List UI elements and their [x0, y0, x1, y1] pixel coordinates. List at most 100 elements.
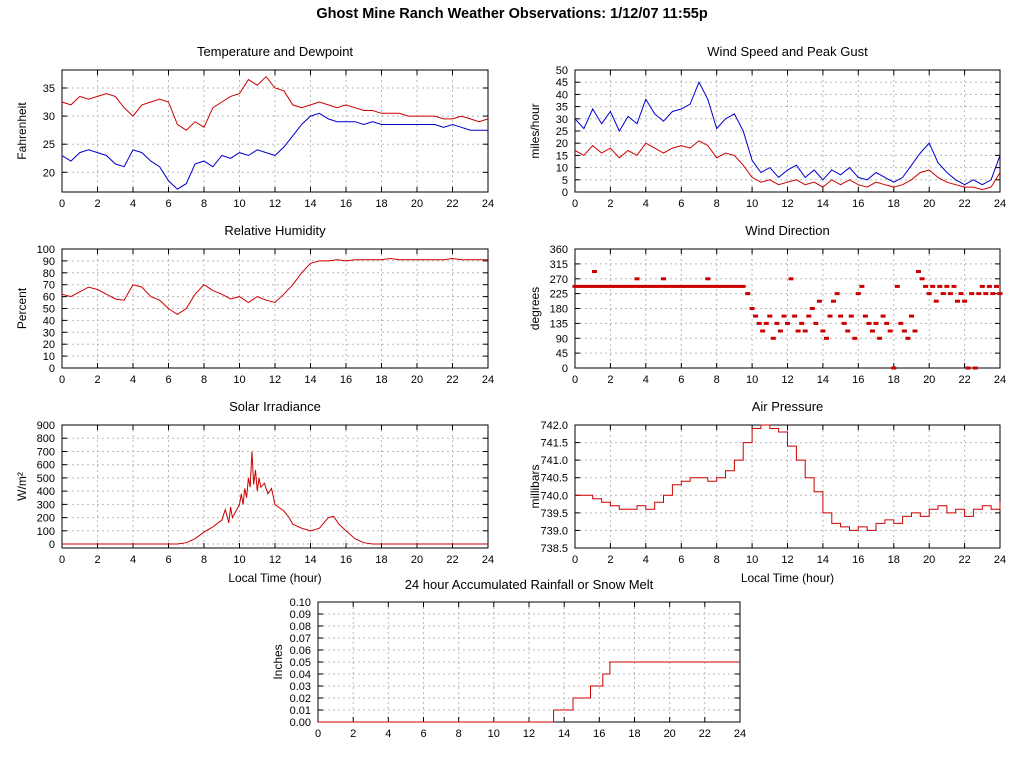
svg-text:135: 135	[550, 318, 568, 330]
svg-text:2: 2	[94, 374, 100, 386]
svg-text:12: 12	[269, 374, 281, 386]
svg-text:2: 2	[94, 554, 100, 566]
svg-text:500: 500	[37, 473, 55, 485]
svg-text:20: 20	[923, 198, 935, 210]
svg-text:Percent: Percent	[15, 287, 29, 329]
svg-text:14: 14	[558, 728, 570, 740]
svg-text:8: 8	[201, 554, 207, 566]
chart-solar-irradiance: 0 2 4 6 8 10 12 14 16 18 20 22 24 0 100 200 300 400 500 600…	[0, 396, 512, 591]
svg-text:0.08: 0.08	[290, 621, 311, 633]
svg-text:8: 8	[714, 198, 720, 210]
svg-text:225: 225	[550, 289, 568, 301]
svg-text:12: 12	[269, 198, 281, 210]
svg-text:Fahrenheit: Fahrenheit	[15, 102, 29, 160]
svg-text:0: 0	[59, 554, 65, 566]
svg-text:100: 100	[37, 244, 55, 256]
svg-text:0: 0	[59, 198, 65, 210]
svg-text:12: 12	[781, 374, 793, 386]
svg-text:22: 22	[446, 554, 458, 566]
chart-canvas: 0 2 4 6 8 10 12 14 16 18 20 22 24738.5739.0739.5740.…	[528, 399, 1006, 585]
svg-text:738.5: 738.5	[540, 543, 568, 555]
svg-text:60: 60	[43, 292, 55, 304]
svg-text:30: 30	[556, 114, 568, 126]
svg-text:2: 2	[94, 198, 100, 210]
svg-text:24: 24	[734, 728, 746, 740]
svg-text:741.0: 741.0	[540, 455, 568, 467]
svg-text:18: 18	[888, 374, 900, 386]
svg-text:0.09: 0.09	[290, 609, 311, 621]
svg-text:800: 800	[37, 433, 55, 445]
svg-text:15: 15	[556, 150, 568, 162]
svg-text:Air Pressure: Air Pressure	[752, 399, 824, 414]
svg-text:0: 0	[49, 539, 55, 551]
svg-text:10: 10	[488, 728, 500, 740]
svg-text:40: 40	[43, 315, 55, 327]
svg-text:8: 8	[456, 728, 462, 740]
svg-text:24 hour Accumulated Rainfall o: 24 hour Accumulated Rainfall or Snow Mel…	[405, 577, 654, 592]
svg-text:12: 12	[781, 554, 793, 566]
svg-text:16: 16	[852, 374, 864, 386]
svg-text:40: 40	[556, 89, 568, 101]
svg-text:0.04: 0.04	[290, 669, 311, 681]
svg-text:24: 24	[994, 198, 1006, 210]
svg-text:300: 300	[37, 499, 55, 511]
svg-text:4: 4	[130, 198, 136, 210]
svg-text:35: 35	[43, 83, 55, 95]
svg-text:90: 90	[556, 333, 568, 345]
svg-text:50: 50	[556, 65, 568, 77]
svg-text:Solar Irradiance: Solar Irradiance	[229, 399, 321, 414]
svg-text:6: 6	[678, 198, 684, 210]
svg-text:45: 45	[556, 77, 568, 89]
chart-wind-direction: 0 2 4 6 8 10 12 14 16 18 20 22 24 0 45 90 135 180 225 270 31…	[512, 219, 1024, 396]
svg-text:millibars: millibars	[528, 464, 542, 508]
svg-text:20: 20	[411, 374, 423, 386]
svg-text:30: 30	[43, 327, 55, 339]
svg-text:2: 2	[607, 374, 613, 386]
svg-text:Local Time (hour): Local Time (hour)	[228, 571, 321, 585]
svg-text:20: 20	[43, 167, 55, 179]
chart-temperature-dewpoint: 0 2 4 6 8 10 12 14 16 18 20 22 24 20 25 30 35 Temperature…	[0, 40, 512, 221]
svg-text:6: 6	[678, 554, 684, 566]
svg-text:0: 0	[572, 554, 578, 566]
chart-relative-humidity: 0 2 4 6 8 10 12 14 16 18 20 22 24 0 10 20 30 40 50 60 70 80 90…	[0, 219, 512, 396]
svg-text:14: 14	[817, 554, 829, 566]
svg-text:18: 18	[888, 198, 900, 210]
svg-text:700: 700	[37, 447, 55, 459]
svg-text:45: 45	[556, 348, 568, 360]
svg-text:90: 90	[43, 256, 55, 268]
svg-text:0.10: 0.10	[290, 597, 311, 609]
svg-text:0.03: 0.03	[290, 681, 311, 693]
svg-text:16: 16	[593, 728, 605, 740]
svg-text:14: 14	[304, 554, 316, 566]
svg-text:4: 4	[643, 198, 649, 210]
svg-text:10: 10	[746, 374, 758, 386]
svg-text:0: 0	[315, 728, 321, 740]
svg-text:50: 50	[43, 304, 55, 316]
svg-text:739.0: 739.0	[540, 525, 568, 537]
svg-text:900: 900	[37, 420, 55, 432]
svg-text:12: 12	[781, 198, 793, 210]
svg-text:739.5: 739.5	[540, 508, 568, 520]
svg-text:24: 24	[994, 554, 1006, 566]
svg-text:6: 6	[678, 374, 684, 386]
svg-text:0: 0	[59, 374, 65, 386]
svg-text:10: 10	[746, 198, 758, 210]
svg-text:22: 22	[699, 728, 711, 740]
svg-text:10: 10	[746, 554, 758, 566]
svg-text:315: 315	[550, 259, 568, 271]
svg-text:20: 20	[923, 554, 935, 566]
svg-text:0: 0	[562, 187, 568, 199]
svg-text:16: 16	[340, 554, 352, 566]
svg-text:18: 18	[375, 554, 387, 566]
svg-text:70: 70	[43, 280, 55, 292]
svg-text:8: 8	[201, 374, 207, 386]
svg-text:14: 14	[304, 374, 316, 386]
svg-text:24: 24	[482, 374, 494, 386]
svg-text:8: 8	[201, 198, 207, 210]
svg-text:14: 14	[817, 374, 829, 386]
svg-text:22: 22	[446, 198, 458, 210]
svg-text:0.01: 0.01	[290, 705, 311, 717]
svg-text:20: 20	[411, 198, 423, 210]
svg-text:742.0: 742.0	[540, 420, 568, 432]
svg-text:Wind Speed and Peak Gust: Wind Speed and Peak Gust	[707, 44, 868, 59]
